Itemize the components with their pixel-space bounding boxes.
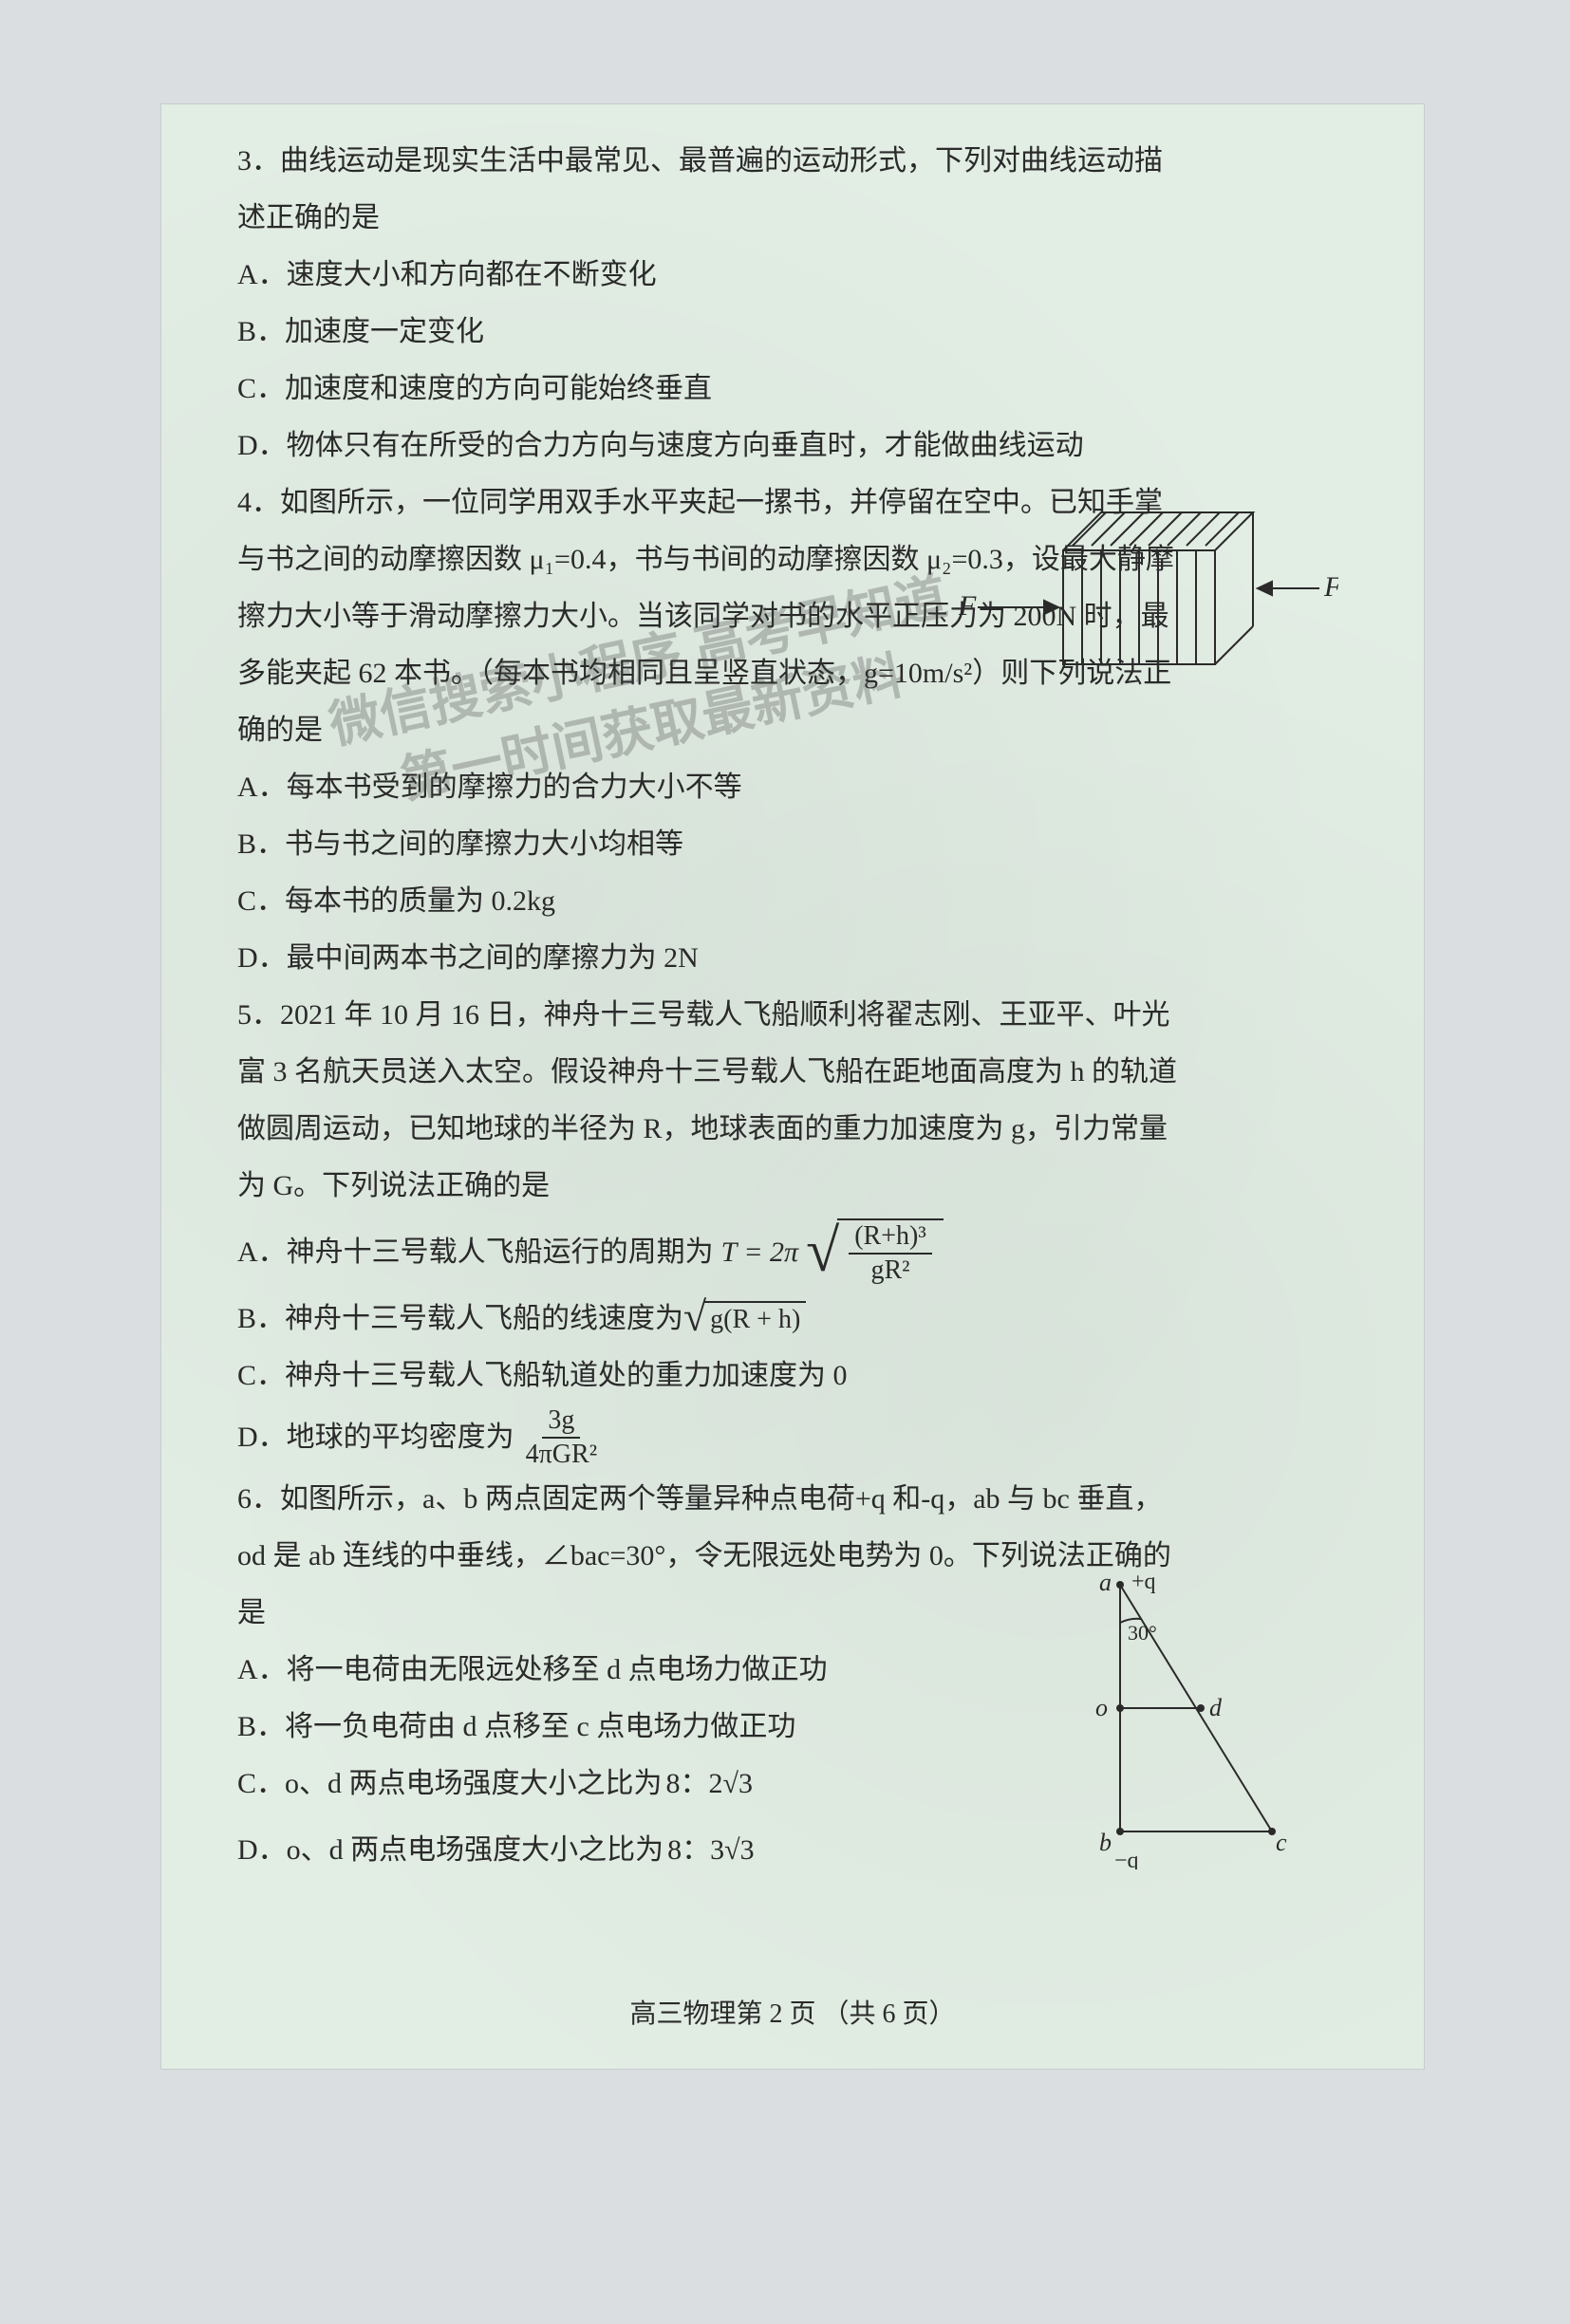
q6-charges-diagram: a +q 30° o d b −q c [1082,1566,1310,1869]
q5-a-num: (R+h)³ [849,1222,932,1255]
exam-page: 3．曲线运动是现实生活中最常见、最普遍的运动形式，下列对曲线运动描 述正确的是 … [161,104,1424,2069]
q4-option-b: B．书与书之间的摩擦力大小均相等 [237,816,1357,873]
q5-a-sqrt-body: (R+h)³ gR² [837,1218,944,1287]
q5-stem-line2: 富 3 名航天员送入太空。假设神舟十三号载人飞船在距地面高度为 h 的轨道 [237,1044,1357,1101]
q5-d-frac: 3g 4πGR² [520,1406,603,1469]
q5-a-frac: (R+h)³ gR² [849,1222,932,1285]
q5-a-den: gR² [865,1255,915,1285]
q5-option-d: D．地球的平均密度为 3g 4πGR² [237,1404,1357,1471]
q5-a-prefix: A．神舟十三号载人飞船运行的周期为 [237,1224,714,1281]
q6-label-a: a [1099,1569,1112,1596]
q6-label-c: c [1276,1829,1287,1856]
q3-option-c: C．加速度和速度的方向可能始终垂直 [237,361,1357,418]
q5-d-den: 4πGR² [520,1439,603,1469]
q5-option-c: C．神舟十三号载人飞船轨道处的重力加速度为 0 [237,1348,1357,1404]
sqrt-icon: √ [806,1230,839,1272]
q5-b-prefix: B．神舟十三号载人飞船的线速度为 [237,1291,683,1348]
q5-b-sqrt: √ g(R + h) [683,1298,806,1340]
q6-c-prefix: C．o、d 两点电场强度大小之比为 [237,1756,663,1813]
q5-a-T: T = 2π [721,1224,798,1281]
q4-books-diagram: F F [940,484,1338,693]
q5-stem-line1: 5．2021 年 10 月 16 日，神舟十三号载人飞船顺利将翟志刚、王亚平、叶… [237,987,1357,1044]
q6-label-angle: 30° [1128,1621,1157,1645]
q3-option-b: B．加速度一定变化 [237,304,1357,361]
q6-d-prefix: D．o、d 两点电场强度大小之比为 [237,1822,664,1879]
q6-stem-line1: 6．如图所示，a、b 两点固定两个等量异种点电荷+q 和-q，ab 与 bc 垂… [237,1471,1357,1528]
q6-label-d: d [1209,1694,1223,1721]
q3-option-d: D．物体只有在所受的合力方向与速度方向垂直时，才能做曲线运动 [237,418,1357,474]
q4-option-a: A．每本书受到的摩擦力的合力大小不等 [237,759,1357,816]
page-footer: 高三物理第 2 页 （共 6 页） [161,1993,1424,2031]
sqrt-icon: √ [683,1296,706,1338]
q4-F-left-label: F [958,590,977,622]
q5-b-sqrt-body: g(R + h) [704,1301,806,1337]
q3-option-a: A．速度大小和方向都在不断变化 [237,247,1357,304]
q4-option-d: D．最中间两本书之间的摩擦力为 2N [237,930,1357,987]
q3-stem-line1: 3．曲线运动是现实生活中最常见、最普遍的运动形式，下列对曲线运动描 [237,133,1357,190]
q4-F-right-label: F [1323,571,1338,603]
q3-stem-line2: 述正确的是 [237,190,1357,247]
q6-d-ratio: 8：3√3 [667,1822,754,1879]
q5-option-b: B．神舟十三号载人飞船的线速度为 √ g(R + h) [237,1291,1357,1348]
q4-option-c: C．每本书的质量为 0.2kg [237,873,1357,930]
q5-stem-line4: 为 G。下列说法正确的是 [237,1158,1357,1215]
q6-c-ratio: 8：2√3 [666,1756,753,1813]
q6-label-o: o [1095,1694,1108,1721]
q5-option-a: A．神舟十三号载人飞船运行的周期为 T = 2π √ (R+h)³ gR² [237,1215,1357,1291]
q5-a-sqrt: √ (R+h)³ gR² [806,1218,944,1287]
q4-stem-line5: 确的是 [237,702,1357,759]
q5-stem-line3: 做圆周运动，已知地球的半径为 R，地球表面的重力加速度为 g，引力常量 [237,1101,1357,1158]
q6-label-b: b [1099,1829,1112,1856]
q6-label-plusq: +q [1131,1570,1156,1594]
q5-d-prefix: D．地球的平均密度为 [237,1409,514,1466]
q5-d-num: 3g [542,1406,580,1439]
q6-label-minusq: −q [1114,1849,1139,1869]
